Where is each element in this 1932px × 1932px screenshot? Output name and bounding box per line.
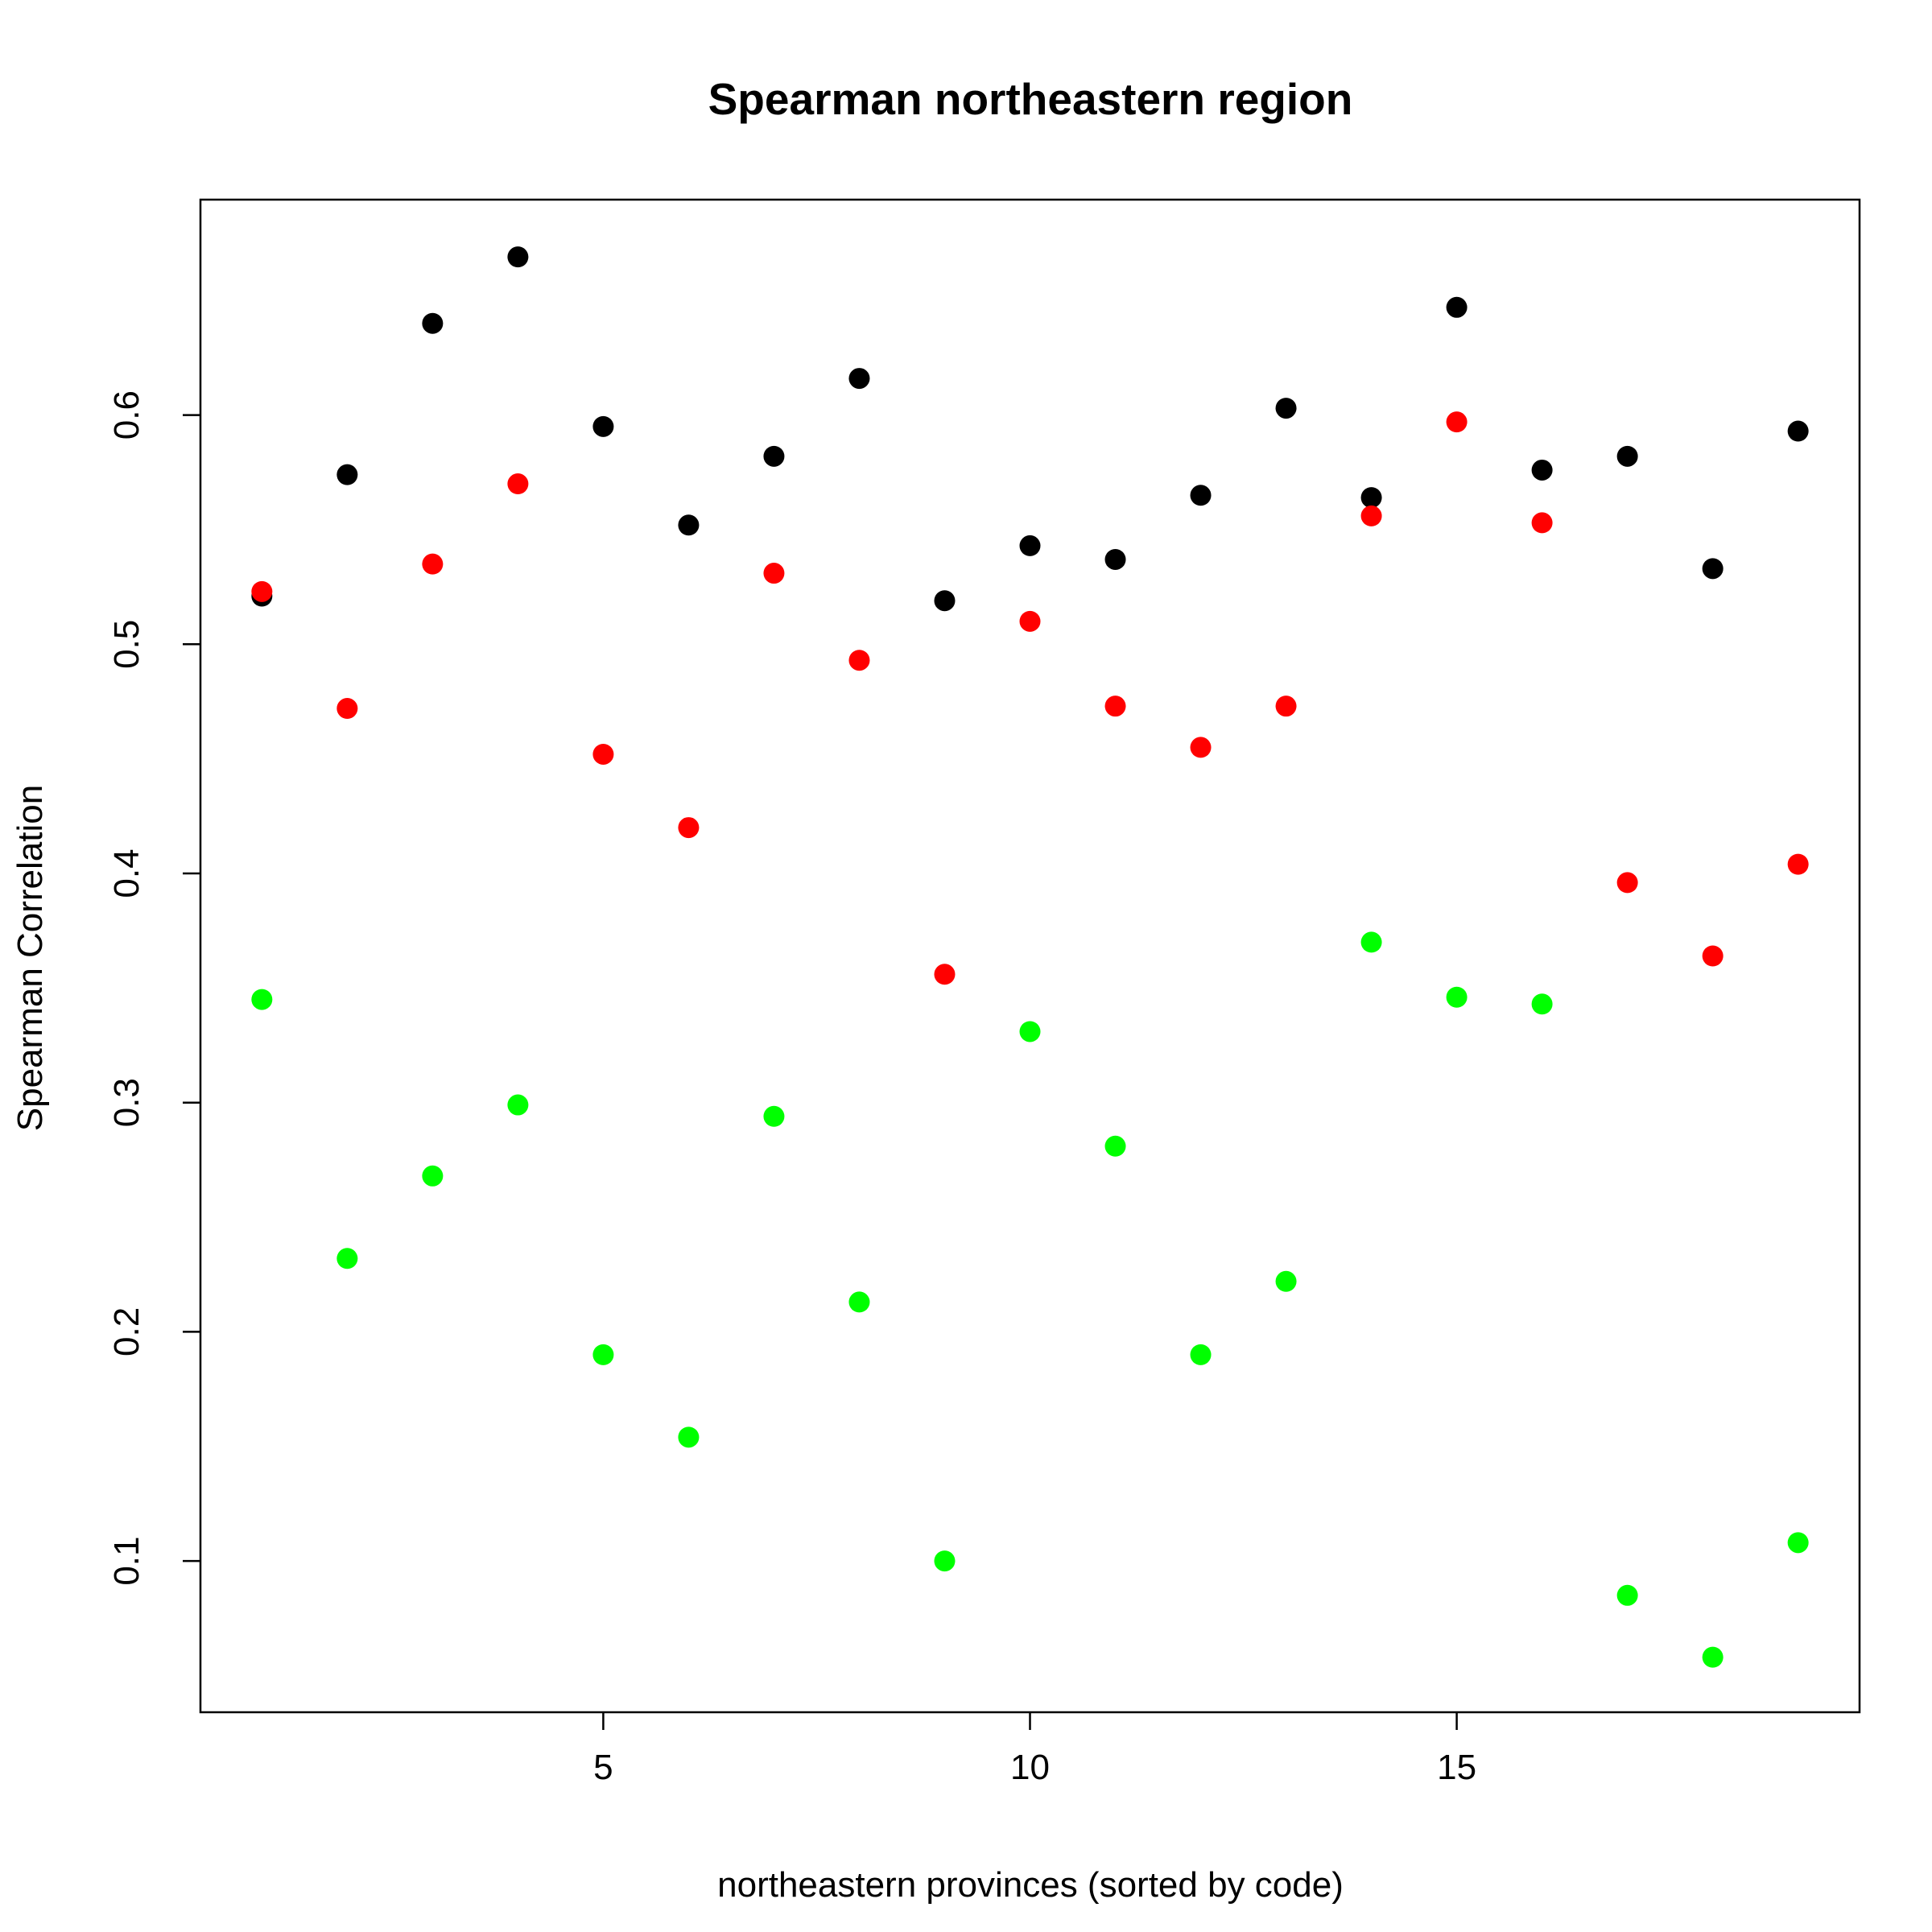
data-point — [336, 464, 358, 485]
data-point — [1190, 1344, 1212, 1365]
plot-frame — [199, 198, 1861, 1714]
data-point — [422, 553, 444, 575]
data-point — [1446, 411, 1468, 433]
data-point — [422, 1165, 444, 1187]
data-points — [251, 246, 1809, 1668]
data-point — [1275, 696, 1297, 717]
data-point — [1531, 993, 1553, 1015]
data-point — [592, 1344, 614, 1365]
y-tick-label: 0.4 — [107, 848, 147, 898]
data-point — [592, 415, 614, 437]
data-point — [336, 698, 358, 720]
data-point — [763, 1105, 785, 1127]
series-1 — [251, 246, 1809, 612]
data-point — [1190, 737, 1212, 758]
series-2 — [251, 411, 1809, 985]
data-point — [1446, 296, 1468, 318]
series-3 — [251, 931, 1809, 1668]
chart-title: Spearman northeastern region — [708, 74, 1353, 124]
data-point — [1104, 548, 1126, 570]
data-point — [507, 246, 529, 268]
data-point — [934, 590, 956, 612]
data-point — [1190, 485, 1212, 506]
x-tick-label: 5 — [593, 1748, 613, 1787]
y-tick-label: 0.2 — [107, 1307, 147, 1356]
data-point — [1446, 986, 1468, 1008]
data-point — [251, 580, 273, 602]
data-point — [1531, 459, 1553, 481]
x-tick-label: 10 — [1010, 1748, 1050, 1787]
y-tick-label: 0.1 — [107, 1537, 147, 1586]
data-point — [763, 563, 785, 584]
data-point — [1787, 1532, 1809, 1554]
data-point — [336, 1248, 358, 1269]
data-point — [1787, 420, 1809, 442]
data-point — [848, 650, 870, 671]
data-point — [848, 368, 870, 390]
data-point — [1360, 931, 1382, 953]
data-point — [1275, 398, 1297, 419]
data-point — [1019, 1021, 1041, 1042]
y-tick-label: 0.3 — [107, 1078, 147, 1127]
data-point — [1019, 610, 1041, 632]
data-point — [1019, 535, 1041, 556]
data-point — [1360, 487, 1382, 509]
data-point — [934, 964, 956, 985]
data-point — [1702, 558, 1724, 580]
data-point — [507, 1094, 529, 1116]
data-point — [1360, 505, 1382, 526]
y-axis: 0.1 0.2 0.3 0.4 0.5 0.6 — [107, 390, 200, 1586]
data-point — [934, 1550, 956, 1572]
data-point — [1702, 1646, 1724, 1668]
data-point — [678, 1426, 700, 1448]
x-axis-label: northeastern provinces (sorted by code) — [717, 1865, 1344, 1905]
data-point — [678, 514, 700, 536]
data-point — [678, 817, 700, 839]
data-point — [1616, 1584, 1638, 1606]
y-axis-label: Spearman Correlation — [10, 785, 50, 1131]
x-tick-label: 15 — [1437, 1748, 1476, 1787]
data-point — [1616, 872, 1638, 894]
data-point — [1702, 945, 1724, 967]
data-point — [763, 445, 785, 467]
data-point — [422, 312, 444, 334]
data-point — [507, 473, 529, 495]
x-axis: 5 10 15 — [593, 1712, 1476, 1787]
data-point — [1531, 512, 1553, 534]
data-point — [1104, 696, 1126, 717]
y-tick-label: 0.5 — [107, 620, 147, 669]
y-tick-label: 0.6 — [107, 390, 147, 440]
data-point — [1616, 445, 1638, 467]
data-point — [1787, 853, 1809, 875]
data-point — [592, 743, 614, 765]
data-point — [1275, 1270, 1297, 1292]
data-point — [251, 989, 273, 1010]
data-point — [1104, 1135, 1126, 1157]
data-point — [848, 1291, 870, 1313]
